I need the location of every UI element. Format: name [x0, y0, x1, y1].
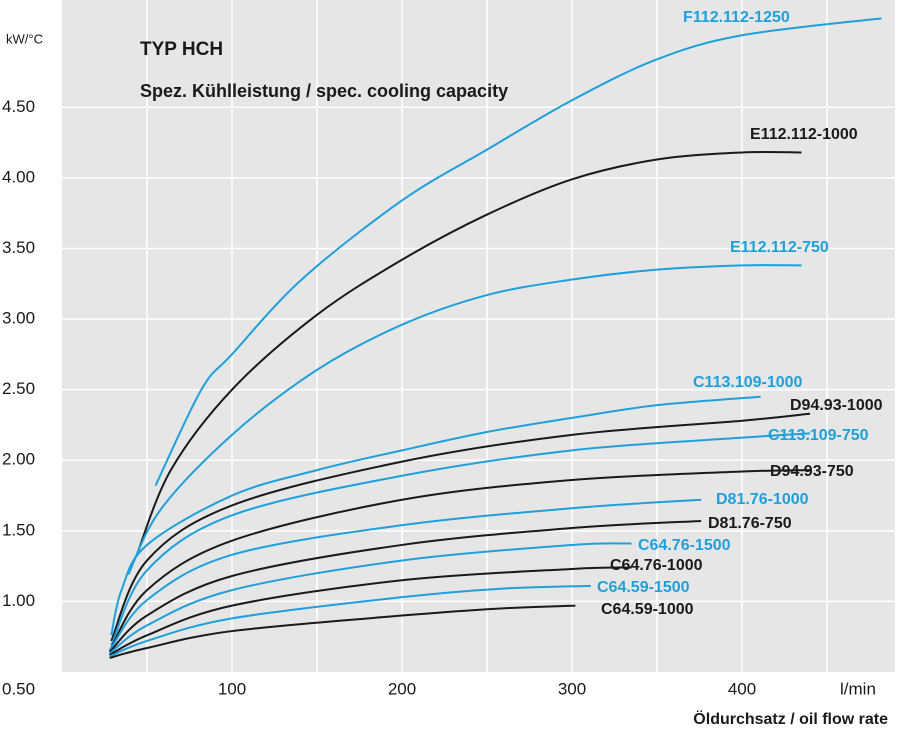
- series-line: [110, 395, 761, 636]
- series-label: D94.93-1000: [790, 397, 883, 414]
- x-axis-label: Öldurchsatz / oil flow rate: [693, 709, 888, 728]
- series-line: [108, 519, 702, 653]
- chart-subtitle: Spez. Kühlleistung / spec. cooling capac…: [140, 81, 508, 101]
- series-line: [108, 469, 811, 652]
- y-tick-label: 1.00: [2, 591, 35, 610]
- series-label: C64.76-1500: [638, 537, 731, 554]
- series-line: [109, 584, 591, 658]
- x-tick-label: 100: [218, 679, 246, 698]
- series-label: E112.112-750: [730, 239, 829, 256]
- series-line: [135, 150, 802, 556]
- series-line: [154, 17, 882, 487]
- y-tick-label: 2.00: [2, 450, 35, 469]
- plot-area: [62, 0, 895, 672]
- y-unit: kW/°C: [6, 31, 43, 46]
- series-label: C64.76-1000: [610, 557, 703, 574]
- chart-title: TYP HCH: [140, 39, 223, 60]
- x-tick-label: 400: [728, 679, 756, 698]
- y-tick-label: 1.50: [2, 520, 35, 539]
- series-label: F112.112-1250: [683, 9, 790, 26]
- x-unit: l/min: [840, 679, 876, 698]
- x-tick-label: 300: [558, 679, 586, 698]
- series-line: [110, 412, 811, 642]
- series-label: C113.109-750: [768, 427, 869, 444]
- y-tick-label: 4.00: [2, 167, 35, 186]
- series-label: D94.93-750: [770, 463, 854, 480]
- lines: [108, 17, 882, 659]
- series-label: D81.76-750: [708, 515, 792, 532]
- y-tick-label: 0.50: [2, 679, 35, 698]
- series-line: [109, 604, 576, 659]
- y-tick-label: 3.50: [2, 238, 35, 257]
- y-tick-label: 4.50: [2, 97, 35, 116]
- series-line: [108, 498, 702, 652]
- series-line: [110, 432, 811, 646]
- series-line: [108, 542, 632, 655]
- series-line: [109, 566, 632, 656]
- x-tick-label: 200: [388, 679, 416, 698]
- series-label: D81.76-1000: [716, 491, 809, 508]
- series-label: C64.59-1500: [597, 579, 690, 596]
- y-tick-label: 3.00: [2, 309, 35, 328]
- y-tick-label: 2.50: [2, 379, 35, 398]
- series-label: C64.59-1000: [601, 601, 694, 618]
- series-line: [127, 264, 802, 576]
- series-label: C113.109-1000: [693, 374, 803, 391]
- series-label: E112.112-1000: [750, 126, 858, 143]
